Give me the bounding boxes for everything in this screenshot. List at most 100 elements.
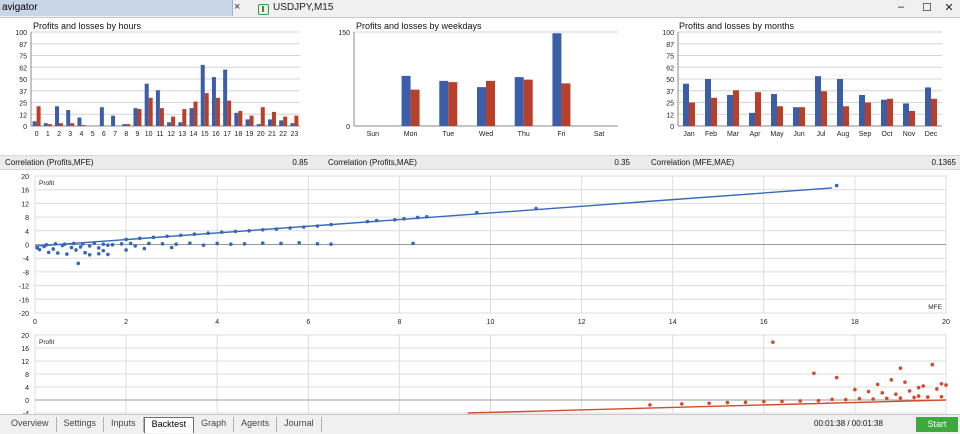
loss-bar	[931, 98, 937, 126]
y-tick-label: 62	[19, 65, 27, 72]
profit-bar	[245, 119, 250, 126]
x-tick-label: 10	[145, 131, 153, 138]
scatter-point	[124, 248, 128, 252]
y-tick-label: 75	[19, 54, 27, 61]
y-axis-label: Profit	[39, 339, 54, 346]
loss-bar	[887, 98, 893, 126]
scatter-point	[834, 375, 839, 380]
y-tick-label: 0	[25, 243, 29, 250]
loss-bar	[59, 123, 64, 126]
scatter-point	[78, 245, 83, 249]
navigator-title: avigator	[2, 2, 38, 13]
maximize-icon[interactable]: ☐	[922, 2, 932, 14]
loss-bar	[561, 83, 571, 126]
scatter-point	[206, 231, 210, 235]
weekdays-chart-title: Profits and losses by weekdays	[356, 21, 482, 31]
scatter-point	[834, 183, 839, 188]
close-icon[interactable]: ×	[234, 1, 241, 13]
scatter-point	[137, 236, 142, 241]
scatter-point	[315, 242, 320, 246]
profit-bar	[552, 33, 562, 126]
scatter-point	[866, 389, 871, 394]
scatter-point	[816, 398, 821, 403]
profit-bar	[859, 94, 865, 126]
close-window-icon[interactable]: ✕	[944, 2, 954, 14]
scatter-point	[51, 247, 56, 251]
scatter-point	[165, 234, 169, 239]
profit-bar	[477, 87, 486, 126]
scatter-point	[229, 242, 233, 246]
profit-bar	[837, 79, 843, 126]
x-tick-label: 23	[290, 131, 298, 138]
loss-bar	[271, 111, 276, 126]
x-axis-label: MFE	[928, 304, 942, 311]
scatter-point	[201, 243, 206, 247]
x-tick-label: 8	[124, 131, 128, 138]
start-button[interactable]: Start	[916, 417, 958, 432]
scatter-point	[912, 395, 916, 400]
tab-journal[interactable]: Journal	[277, 417, 322, 432]
scatter-point	[169, 245, 174, 250]
scatter-point	[288, 226, 292, 230]
tab-agents[interactable]: Agents	[234, 417, 278, 432]
loss-bar	[733, 90, 739, 126]
tab-graph[interactable]: Graph	[194, 417, 235, 432]
scatter-point	[707, 401, 711, 406]
scatter-point	[916, 385, 921, 390]
scatter-point	[875, 382, 880, 387]
scatter-point	[898, 366, 903, 370]
scatter-point	[648, 403, 652, 407]
loss-bar	[260, 107, 265, 126]
y-tick-label: 100	[15, 30, 27, 37]
y-tick-label: -4	[23, 256, 29, 263]
scatter-point	[534, 206, 538, 211]
profit-bar	[167, 122, 172, 126]
scatter-point	[101, 248, 106, 253]
scatter-point	[260, 227, 265, 232]
scatter-point	[76, 261, 81, 266]
chart-tab[interactable]: USDJPY,M15	[252, 0, 892, 17]
loss-bar	[81, 125, 86, 126]
profit-bar	[256, 124, 261, 126]
navigator-panel-tab[interactable]: avigator	[0, 0, 233, 16]
title-bar: avigator × USDJPY,M15 – ☐ ✕	[0, 0, 960, 18]
loss-bar	[159, 108, 164, 126]
x-tick-label: 11	[156, 131, 163, 138]
tab-inputs[interactable]: Inputs	[104, 417, 144, 432]
x-tick-label: 20	[942, 319, 950, 326]
loss-bar	[843, 106, 849, 126]
x-tick-label: 18	[234, 131, 242, 138]
profit-bar	[925, 87, 931, 126]
y-tick-label: 75	[666, 54, 674, 61]
scatter-point	[374, 218, 379, 223]
correlation-value: 0.35	[614, 158, 630, 167]
y-tick-label: 0	[346, 124, 350, 131]
tab-settings[interactable]: Settings	[57, 417, 105, 432]
profit-bar	[749, 112, 755, 126]
scatter-point	[188, 241, 192, 245]
hours-chart-title: Profits and losses by hours	[33, 21, 142, 31]
x-tick-label: 8	[397, 319, 401, 326]
profit-bar	[32, 121, 37, 126]
scatter-point	[87, 244, 92, 248]
y-tick-label: -16	[19, 297, 29, 304]
x-tick-label: 15	[201, 131, 209, 138]
scatter-point	[151, 235, 156, 240]
scatter-point	[92, 241, 97, 245]
tab-overview[interactable]: Overview	[4, 417, 57, 432]
scatter-point	[55, 251, 60, 255]
scatter-point	[907, 389, 912, 393]
x-tick-label: 12	[167, 131, 175, 138]
scatter-point	[142, 246, 147, 251]
profit-bar	[189, 108, 194, 126]
tester-tabs: Overview Settings Inputs Backtest Graph …	[4, 417, 322, 433]
loss-bar	[227, 100, 232, 126]
hours-chart-panel: Profits and losses by hours 100 87 75 62 50 3…	[0, 18, 320, 154]
loss-bar	[523, 79, 533, 126]
tab-backtest[interactable]: Backtest	[143, 417, 195, 433]
x-tick-label: Thu	[518, 131, 530, 138]
scatter-point	[830, 397, 834, 402]
y-tick-label: 37	[19, 89, 27, 96]
minimize-icon[interactable]: –	[897, 1, 905, 13]
